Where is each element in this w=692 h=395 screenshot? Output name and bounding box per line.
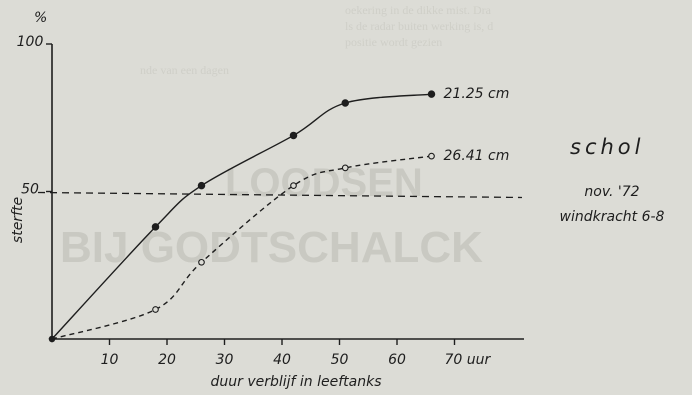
data-point-series-1 [289,131,298,140]
data-point-series-1 [341,99,349,107]
reference-line-50 [37,191,523,199]
background-fragment: ls de radar buiten werking is, d [345,19,493,33]
y-tick-label: 50 [21,182,39,198]
x-tick-label: 30 [216,352,234,368]
x-tick-label: 20 [158,352,176,368]
data-point-series-2 [152,306,159,313]
data-point-series-2 [198,258,205,266]
y-axis-label: sterfte [10,197,26,243]
data-point-series-2 [341,164,349,172]
x-tick-label: 10 [101,352,119,368]
x-unit-label: 70 uur [445,352,492,368]
background-fragment: nde van een dagen [140,63,229,77]
series-label-2: 26.41 cm [444,148,510,164]
x-tick-label: 50 [331,352,349,368]
data-point-series-1 [197,181,206,190]
x-tick-label: 60 [388,352,406,368]
background-headline: LOODSEN [225,161,423,205]
data-point-series-1 [427,90,436,98]
data-point-series-1 [151,223,160,231]
chart-subtitle-line2: windkracht 6-8 [560,209,665,225]
x-axis-label: duur verblijf in leeftanks [210,374,381,390]
y-unit-label: % [34,10,47,26]
data-point-series-2 [428,152,435,160]
data-point-series-2 [290,182,297,189]
chart-subtitle-line1: nov. '72 [584,184,639,200]
background-fragment: oekering in de dikke mist. Dra [345,3,492,17]
series-line-1 [51,93,432,340]
chart-title: schol [570,135,644,159]
series-label-1: 21.25 cm [444,86,510,102]
data-point-origin [48,335,56,343]
background-headline: BIJ GODTSCHALCK [60,223,483,272]
x-tick-label: 40 [273,352,291,368]
y-tick-label: 100 [17,34,44,50]
background-print: oekering in de dikke mist. Dra ls de rad… [60,3,493,272]
background-fragment: positie wordt gezien [345,35,442,49]
